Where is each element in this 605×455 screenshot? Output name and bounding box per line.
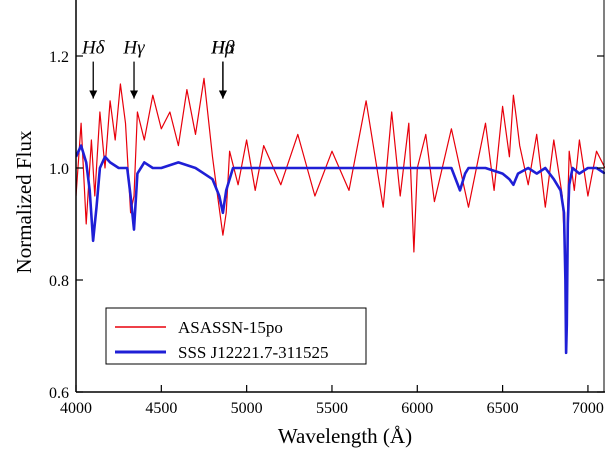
x-tick-label: 5000 (231, 400, 263, 417)
x-tick-label: 4000 (60, 400, 92, 417)
legend-label-sss: SSS J12221.7-311525 (178, 343, 329, 362)
arrow-head (218, 90, 227, 99)
axes (75, 0, 605, 393)
x-tick-label: 5500 (316, 400, 348, 417)
series-line-sss-j12221 (76, 144, 605, 355)
line-annotation: Hδ (81, 38, 106, 59)
series-line-asassn-15po (76, 77, 605, 320)
legend-label-asassn: ASASSN-15po (178, 318, 283, 337)
y-tick-label: 1.0 (49, 161, 69, 178)
x-tick-label: 7000 (572, 400, 604, 417)
line-annotation: Hβ (210, 38, 235, 59)
y-tick-label: 1.2 (49, 49, 69, 66)
line-annotation: Hα (210, 38, 236, 59)
y-axis-title: Normalized Flux (12, 130, 36, 273)
ticks: 4000 4500 5000 5500 6000 6500 7000 0.6 0.8 1.0 1.2 (49, 49, 604, 417)
arrow-head (89, 90, 98, 99)
legend: ASASSN-15po SSS J12221.7-311525 (105, 307, 367, 365)
legend-box (105, 307, 367, 365)
arrow-head (130, 90, 139, 99)
y-tick-label: 0.6 (49, 385, 69, 402)
series-layer (76, 77, 605, 355)
x-tick-label: 4500 (145, 400, 177, 417)
x-tick-label: 6500 (487, 400, 519, 417)
x-tick-label: 6000 (401, 400, 433, 417)
line-annotation: Hγ (122, 38, 145, 59)
x-axis-title: Wavelength (Å) (278, 424, 412, 448)
y-tick-label: 0.8 (49, 273, 69, 290)
